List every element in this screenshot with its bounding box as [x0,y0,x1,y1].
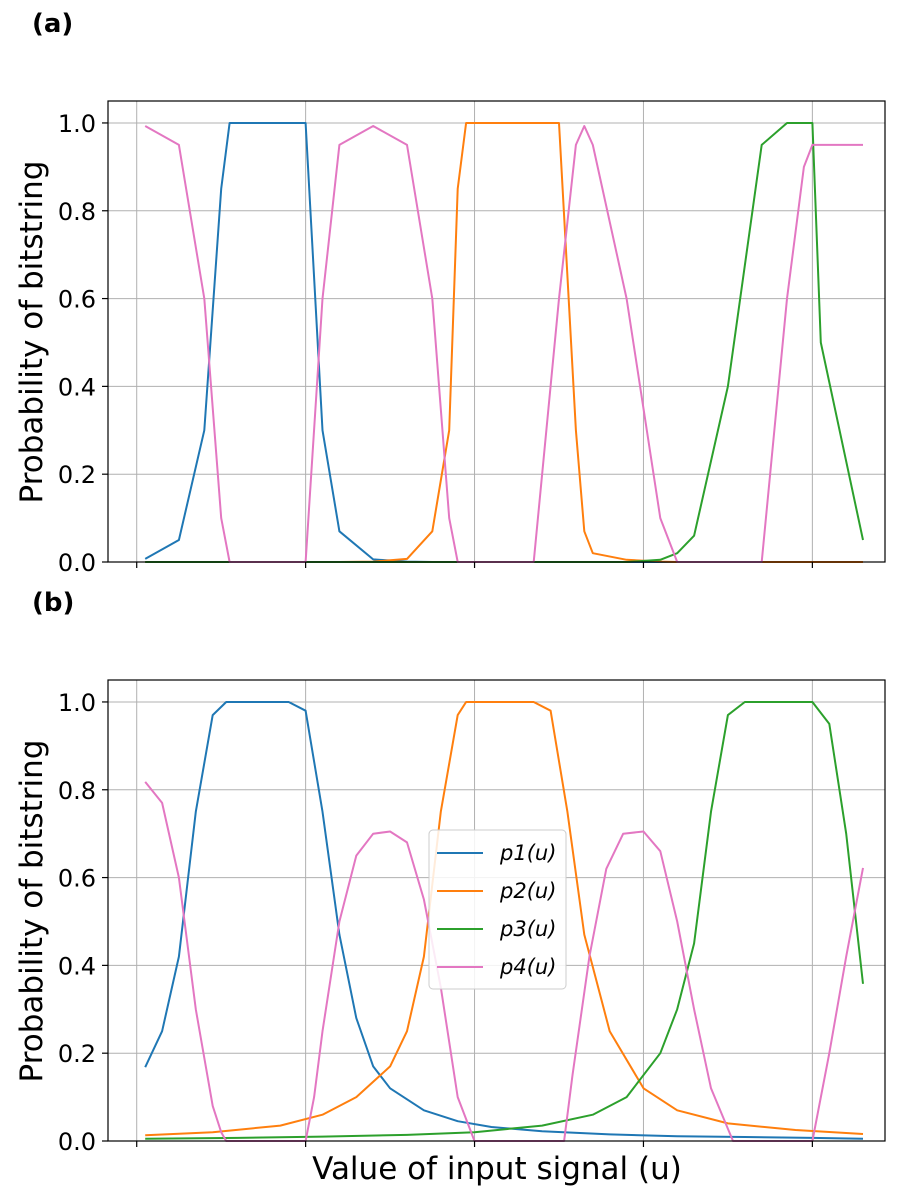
panel-b-ytick-label-0: 0.0 [58,1128,96,1156]
panel-b-ytick-label-2: 0.4 [58,952,96,980]
panel-b-ylabel: Probability of bitstring [14,740,50,1083]
panel-b-letter: (b) [32,588,74,618]
panel-b-series-p3-line [145,701,864,1140]
panel-a-ytick-label-5: 1.0 [58,110,96,138]
panel-b-xlabel: Value of input signal (u) [312,1151,682,1187]
legend-label-p1: p1(u) [499,841,556,865]
legend-label-p4: p4(u) [499,955,556,979]
panel-a-series-p3-line [145,122,864,563]
legend-label-p3: p3(u) [499,917,556,941]
panel-b-ytick-label-3: 0.6 [58,865,96,893]
panel-b-series-p1-line [144,701,864,1140]
panel-b-ytick-label-5: 1.0 [58,689,96,717]
panel-b-axes-frame [107,679,886,1142]
panel-a-letter: (a) [32,9,73,39]
panel-b-ytick-label-1: 0.2 [58,1040,96,1068]
panel-a-ytick-label-1: 0.2 [58,461,96,489]
panel-a-ytick-label-0: 0.0 [58,549,96,577]
panel-a-axes-frame [107,100,886,563]
legend: p1(u) p2(u) p3(u) p4(u) [428,829,567,990]
panel-a-ytick-label-4: 0.8 [58,198,96,226]
panel-b-ytick-label-4: 0.8 [58,777,96,805]
legend-frame [428,829,567,990]
panel-b-series-p2-line [145,701,864,1137]
panel-b-series-p4-line [144,781,864,1142]
panel-a-ytick-label-3: 0.6 [58,286,96,314]
chart-panel-a: 0.0 0.2 0.4 0.6 0.8 1.0 [58,100,886,577]
legend-label-p2: p2(u) [499,879,556,903]
panel-a-ylabel: Probability of bitstring [14,161,50,504]
panel-a-ytick-label-2: 0.4 [58,373,96,401]
